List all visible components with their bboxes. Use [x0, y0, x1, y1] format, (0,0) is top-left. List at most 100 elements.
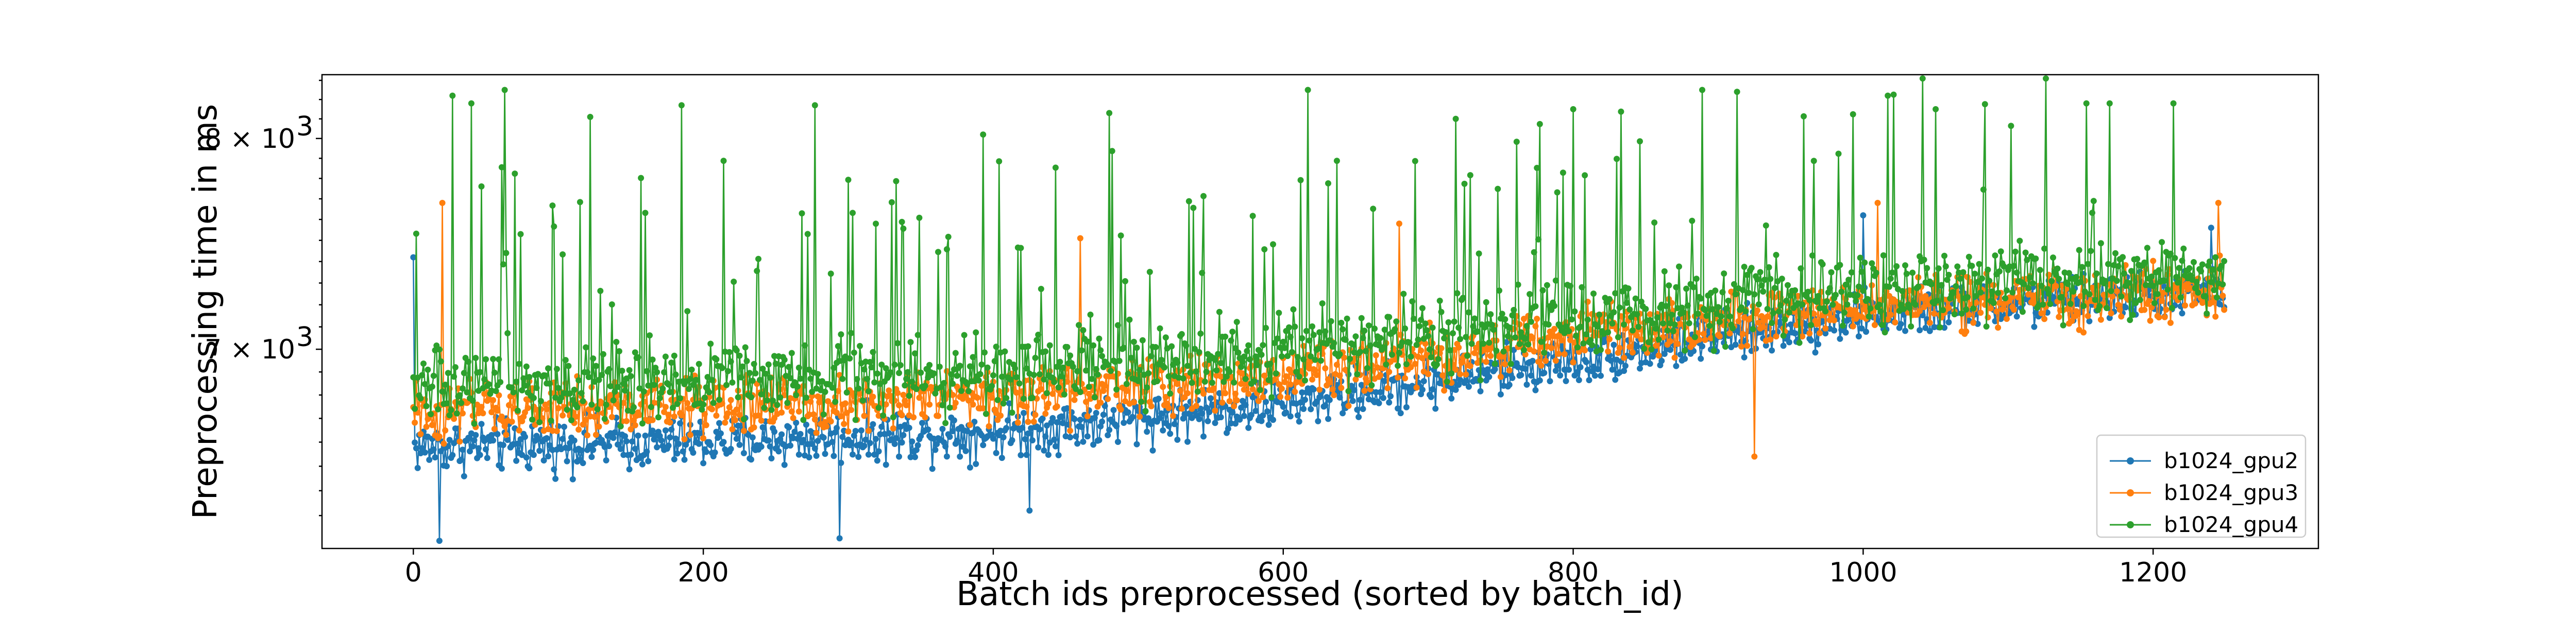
data-point	[1148, 403, 1155, 409]
legend-label: b1024_gpu4	[2164, 512, 2298, 537]
data-point	[2089, 210, 2095, 216]
data-point	[1864, 296, 1871, 302]
data-point	[735, 394, 741, 401]
data-point	[717, 430, 724, 437]
data-point	[1210, 385, 1217, 391]
data-point	[1655, 352, 1662, 359]
data-point	[423, 403, 430, 409]
data-point	[2088, 248, 2094, 254]
data-point	[1292, 388, 1298, 395]
data-point	[2077, 279, 2084, 285]
data-point	[606, 366, 613, 372]
data-point	[1671, 354, 1678, 361]
data-point	[1951, 311, 1958, 318]
data-point	[873, 220, 879, 227]
data-point	[488, 409, 495, 416]
data-point	[1495, 185, 1501, 192]
data-point	[472, 355, 479, 361]
data-point	[1232, 390, 1239, 397]
data-point	[781, 461, 788, 468]
data-point	[1963, 328, 1970, 335]
data-point	[950, 391, 956, 398]
data-point	[1764, 313, 1771, 320]
data-point	[603, 457, 609, 464]
data-point	[1363, 348, 1369, 354]
data-point	[501, 423, 508, 430]
data-point	[1042, 348, 1049, 355]
data-point	[1536, 377, 1543, 384]
data-point	[1113, 392, 1120, 398]
data-point	[412, 405, 418, 412]
data-point	[1945, 304, 1952, 311]
data-point	[1315, 346, 1321, 352]
data-point	[2173, 285, 2180, 291]
data-point	[1273, 370, 1279, 377]
data-point	[1157, 325, 1163, 332]
data-point	[916, 394, 923, 401]
data-point	[430, 372, 437, 379]
data-point	[1835, 150, 1842, 157]
data-point	[571, 386, 578, 393]
data-point	[2104, 305, 2110, 312]
data-point	[822, 388, 828, 395]
data-point	[864, 375, 871, 382]
data-point	[941, 380, 947, 386]
data-point	[1422, 320, 1429, 327]
data-point	[636, 385, 643, 392]
x-tick-label: 800	[1548, 557, 1599, 588]
data-point	[456, 438, 463, 445]
data-point	[1287, 413, 1294, 420]
data-point	[996, 158, 1003, 165]
data-point	[1561, 351, 1568, 357]
data-point	[756, 376, 763, 383]
data-point	[981, 380, 988, 387]
data-point	[1568, 316, 1575, 323]
data-point	[1754, 276, 1760, 283]
data-point	[1483, 299, 1489, 305]
data-point	[661, 409, 668, 415]
data-point	[526, 374, 533, 381]
data-point	[1165, 423, 1172, 430]
data-point	[2179, 310, 2185, 317]
data-point	[1249, 213, 1256, 219]
data-point	[1682, 347, 1688, 354]
data-point	[786, 364, 792, 370]
data-point	[973, 460, 979, 467]
data-point	[588, 401, 595, 408]
data-point	[1735, 318, 1742, 324]
data-point	[2160, 289, 2166, 296]
data-point	[1416, 323, 1423, 330]
data-point	[610, 397, 617, 404]
data-point	[1060, 420, 1066, 426]
data-point	[1454, 290, 1461, 297]
data-point	[428, 411, 434, 418]
data-point	[529, 416, 535, 423]
data-point	[903, 375, 910, 382]
data-point	[1023, 452, 1030, 458]
data-point	[827, 418, 834, 425]
data-point	[1552, 277, 1559, 284]
data-point	[1415, 336, 1421, 343]
data-point	[1215, 351, 1222, 357]
data-point	[1000, 434, 1007, 441]
data-point	[1396, 350, 1402, 356]
data-point	[1386, 399, 1393, 406]
data-point	[1281, 379, 1288, 385]
data-point	[1302, 377, 1308, 384]
data-point	[1742, 308, 1749, 315]
data-point	[1336, 351, 1343, 357]
data-point	[1732, 341, 1739, 348]
data-point	[1429, 386, 1436, 392]
data-point	[1190, 204, 1197, 211]
data-point	[777, 436, 784, 442]
data-point	[848, 439, 855, 446]
data-point	[2076, 247, 2082, 253]
data-point	[1699, 87, 1705, 93]
data-point	[2105, 261, 2111, 267]
data-point	[738, 374, 744, 381]
data-point	[962, 392, 969, 399]
data-point	[1183, 342, 1190, 349]
data-point	[2182, 302, 2189, 309]
data-point	[795, 365, 802, 371]
data-point	[674, 450, 681, 457]
